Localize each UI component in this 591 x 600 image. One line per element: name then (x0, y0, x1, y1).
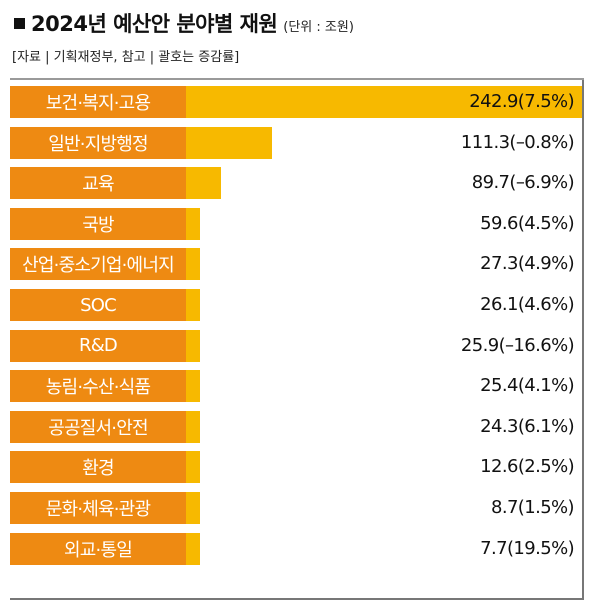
chart-title: 2024년 예산안 분야별 재원 (31, 12, 278, 36)
category-label: 산업·중소기업·에너지 (10, 248, 186, 281)
category-label: 환경 (10, 451, 186, 484)
bar-row: SOC 26.1(4.6%) (10, 289, 582, 321)
value-label: 89.7(–6.9%) (471, 172, 575, 194)
value-label: 24.3(6.1%) (480, 415, 574, 437)
unit-label: (단위 : 조원) (283, 20, 354, 35)
header-divider (10, 78, 584, 80)
value-label: 27.3(4.9%) (480, 253, 574, 275)
bar-chart: 보건·복지·고용 242.9(7.5%) 일반·지방행정 111.3(–0.8%) 교육… (10, 80, 584, 600)
chart-right-border (582, 80, 584, 600)
category-label: 문화·체육·관광 (10, 492, 186, 524)
bar-row: 일반·지방행정 111.3(–0.8%) (10, 126, 582, 159)
square-bullet-icon (14, 18, 25, 29)
bar-row: 산업·중소기업·에너지 27.3(4.9%) (10, 248, 582, 281)
category-label: 국방 (10, 207, 186, 240)
bar-row: 공공질서·안전 24.3(6.1%) (10, 410, 582, 443)
chart-header: 2024년 예산안 분야별 재원 (단위 : 조원) (14, 8, 354, 38)
value-label: 8.7(1.5%) (490, 497, 575, 518)
bar-row: R&D 25.9(–16.6%) (10, 329, 582, 362)
bar-row: 문화·체육·관광 8.7(1.5%) (10, 492, 582, 524)
value-label: 59.6(4.5%) (480, 212, 574, 234)
category-label: 일반·지방행정 (10, 126, 186, 159)
bar-row: 외교·통일 7.7(19.5%) (10, 532, 582, 565)
category-label: R&D (10, 329, 186, 362)
value-label: 25.9(–16.6%) (460, 334, 575, 356)
bar-row: 환경 12.6(2.5%) (10, 451, 582, 484)
source-note: [자료 | 기획재정부, 참고 | 괄호는 증감률] (12, 50, 240, 65)
value-label: 26.1(4.6%) (480, 294, 574, 315)
category-label: SOC (10, 289, 186, 321)
category-label: 보건·복지·고용 (10, 86, 186, 118)
category-label: 공공질서·안전 (10, 410, 186, 443)
bar-row: 국방 59.6(4.5%) (10, 207, 582, 240)
category-label: 교육 (10, 167, 186, 200)
bar-row: 보건·복지·고용 242.9(7.5%) (10, 86, 582, 118)
value-label: 7.7(19.5%) (480, 537, 574, 559)
value-label: 12.6(2.5%) (480, 456, 574, 478)
chart-bottom-border (10, 598, 584, 600)
bar-row: 교육 89.7(–6.9%) (10, 167, 582, 200)
value-label: 25.4(4.1%) (480, 375, 574, 397)
category-label: 외교·통일 (10, 532, 186, 565)
value-label: 111.3(–0.8%) (460, 131, 575, 153)
bar-row: 농림·수산·식품 25.4(4.1%) (10, 370, 582, 403)
category-label: 농림·수산·식품 (10, 370, 186, 403)
value-label: 242.9(7.5%) (469, 91, 574, 112)
